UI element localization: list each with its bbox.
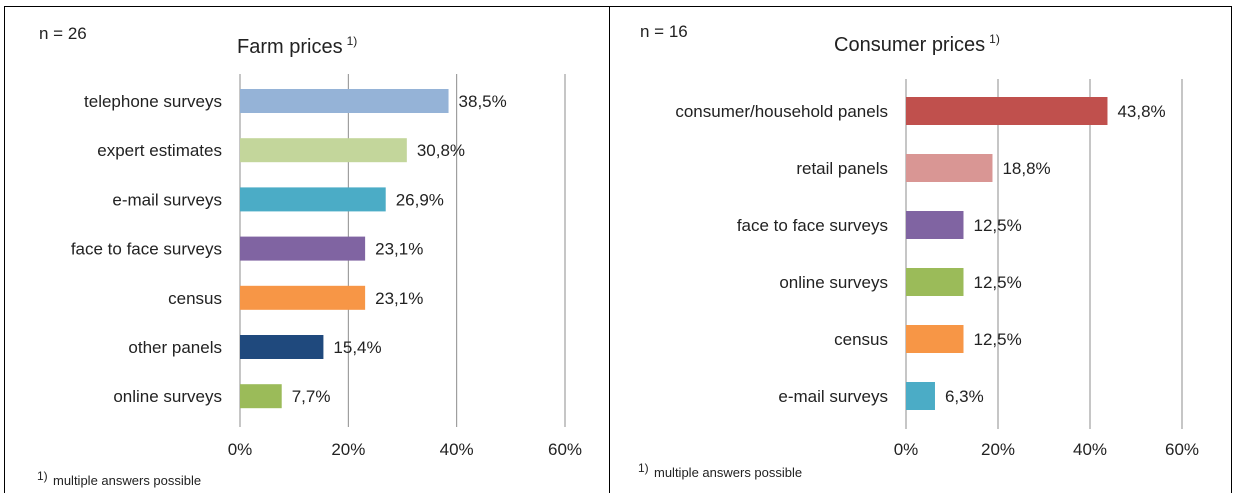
title-superscript: 1) xyxy=(347,34,358,48)
x-tick-label: 40% xyxy=(1073,440,1107,459)
consumer-prices-panel: n = 16 Consumer prices 1) consumer/househol… xyxy=(610,6,1232,493)
chart-title: Farm prices xyxy=(237,36,343,58)
value-label: 30,8% xyxy=(417,141,465,160)
x-tick-label: 60% xyxy=(1165,440,1199,459)
category-label: expert estimates xyxy=(97,141,222,160)
value-label: 12,5% xyxy=(974,273,1022,292)
x-tick-label: 20% xyxy=(331,440,365,459)
value-label: 12,5% xyxy=(974,216,1022,235)
bar xyxy=(240,187,386,212)
category-label: other panels xyxy=(128,338,222,357)
x-tick-label: 0% xyxy=(228,440,253,459)
bar xyxy=(906,325,964,353)
bar xyxy=(906,97,1108,125)
value-label: 7,7% xyxy=(292,387,331,406)
sample-size-label: n = 26 xyxy=(39,24,87,43)
bar xyxy=(240,335,324,359)
bar xyxy=(240,89,449,113)
value-label: 18,8% xyxy=(1002,159,1050,178)
bar xyxy=(240,236,366,261)
bar xyxy=(240,138,407,163)
bar xyxy=(240,384,282,409)
category-label: face to face surveys xyxy=(71,240,222,259)
value-label: 6,3% xyxy=(945,387,984,406)
bar xyxy=(240,285,366,310)
category-label: face to face surveys xyxy=(737,216,888,235)
bar xyxy=(906,382,935,410)
footnote-superscript: 1) xyxy=(638,461,649,475)
value-label: 26,9% xyxy=(396,190,444,209)
sample-size-label: n = 16 xyxy=(640,22,688,41)
category-label: consumer/household panels xyxy=(675,102,888,121)
title-superscript: 1) xyxy=(989,32,1000,46)
category-label: telephone surveys xyxy=(84,92,222,111)
x-tick-label: 40% xyxy=(440,440,474,459)
value-label: 23,1% xyxy=(375,289,423,308)
footnote-superscript: 1) xyxy=(37,469,48,483)
category-label: census xyxy=(834,330,888,349)
bar xyxy=(906,211,964,239)
footnote: multiple answers possible xyxy=(654,465,802,480)
category-label: online surveys xyxy=(113,387,222,406)
value-label: 38,5% xyxy=(459,92,507,111)
consumer-prices-chart: n = 16 Consumer prices 1) consumer/househol… xyxy=(638,22,1199,480)
farm-prices-chart: n = 26 Farm prices 1) telephone surveys 38,5… xyxy=(37,24,582,488)
footnote: multiple answers possible xyxy=(53,473,201,488)
category-label: census xyxy=(168,289,222,308)
x-tick-label: 20% xyxy=(981,440,1015,459)
category-label: online surveys xyxy=(779,273,888,292)
bar xyxy=(906,268,964,296)
chart-title: Consumer prices xyxy=(834,34,985,56)
value-label: 12,5% xyxy=(974,330,1022,349)
x-tick-label: 60% xyxy=(548,440,582,459)
value-label: 15,4% xyxy=(333,338,381,357)
category-label: e-mail surveys xyxy=(778,387,888,406)
farm-prices-panel: n = 26 Farm prices 1) telephone surveys 38,5… xyxy=(4,6,610,493)
x-tick-label: 0% xyxy=(894,440,919,459)
value-label: 43,8% xyxy=(1117,102,1165,121)
bar xyxy=(906,154,993,182)
value-label: 23,1% xyxy=(375,240,423,259)
category-label: e-mail surveys xyxy=(112,190,222,209)
category-label: retail panels xyxy=(796,159,888,178)
